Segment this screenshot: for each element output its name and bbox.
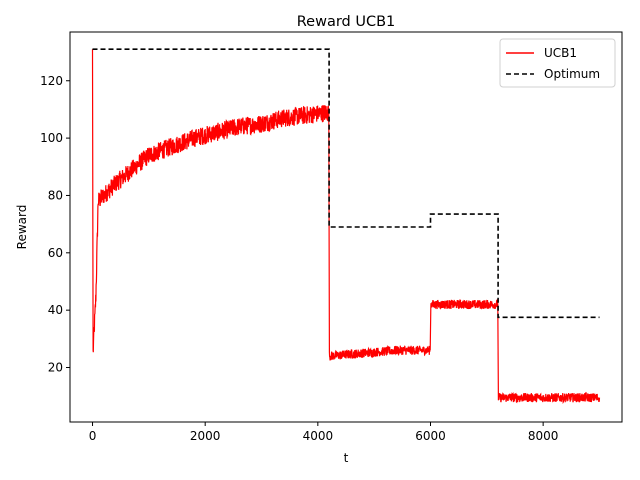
x-tick-label-1: 2000 [190, 429, 221, 443]
x-axis-ticks: 0 2000 4000 6000 8000 [89, 422, 559, 443]
plot-area [69, 31, 623, 423]
y-axis-ticks: 20 40 60 80 100 120 [40, 74, 70, 375]
legend-frame [499, 38, 616, 88]
x-tick-label-2: 4000 [303, 429, 334, 443]
y-axis-label: Reward [15, 205, 29, 250]
y-tick-label-3: 80 [48, 188, 63, 202]
x-tick-label-0: 0 [89, 429, 97, 443]
y-tick-label-1: 40 [48, 303, 63, 317]
x-tick-label-4: 8000 [528, 429, 559, 443]
x-tick-label-3: 6000 [415, 429, 446, 443]
y-tick-label-0: 20 [48, 361, 63, 375]
y-tick-label-2: 60 [48, 246, 63, 260]
series-line-ucb1 [91, 49, 601, 404]
plot-frame [69, 31, 623, 423]
y-tick-label-4: 100 [40, 131, 63, 145]
legend-label-ucb1: UCB1 [544, 46, 577, 60]
legend: UCB1 Optimum [499, 38, 616, 88]
series-layer [91, 48, 601, 404]
x-axis-label: t [344, 451, 349, 465]
chart-title: Reward UCB1 [297, 14, 396, 30]
y-tick-label-5: 120 [40, 74, 63, 88]
legend-label-optimum: Optimum [544, 67, 600, 81]
series-line-optimum [92, 48, 600, 319]
